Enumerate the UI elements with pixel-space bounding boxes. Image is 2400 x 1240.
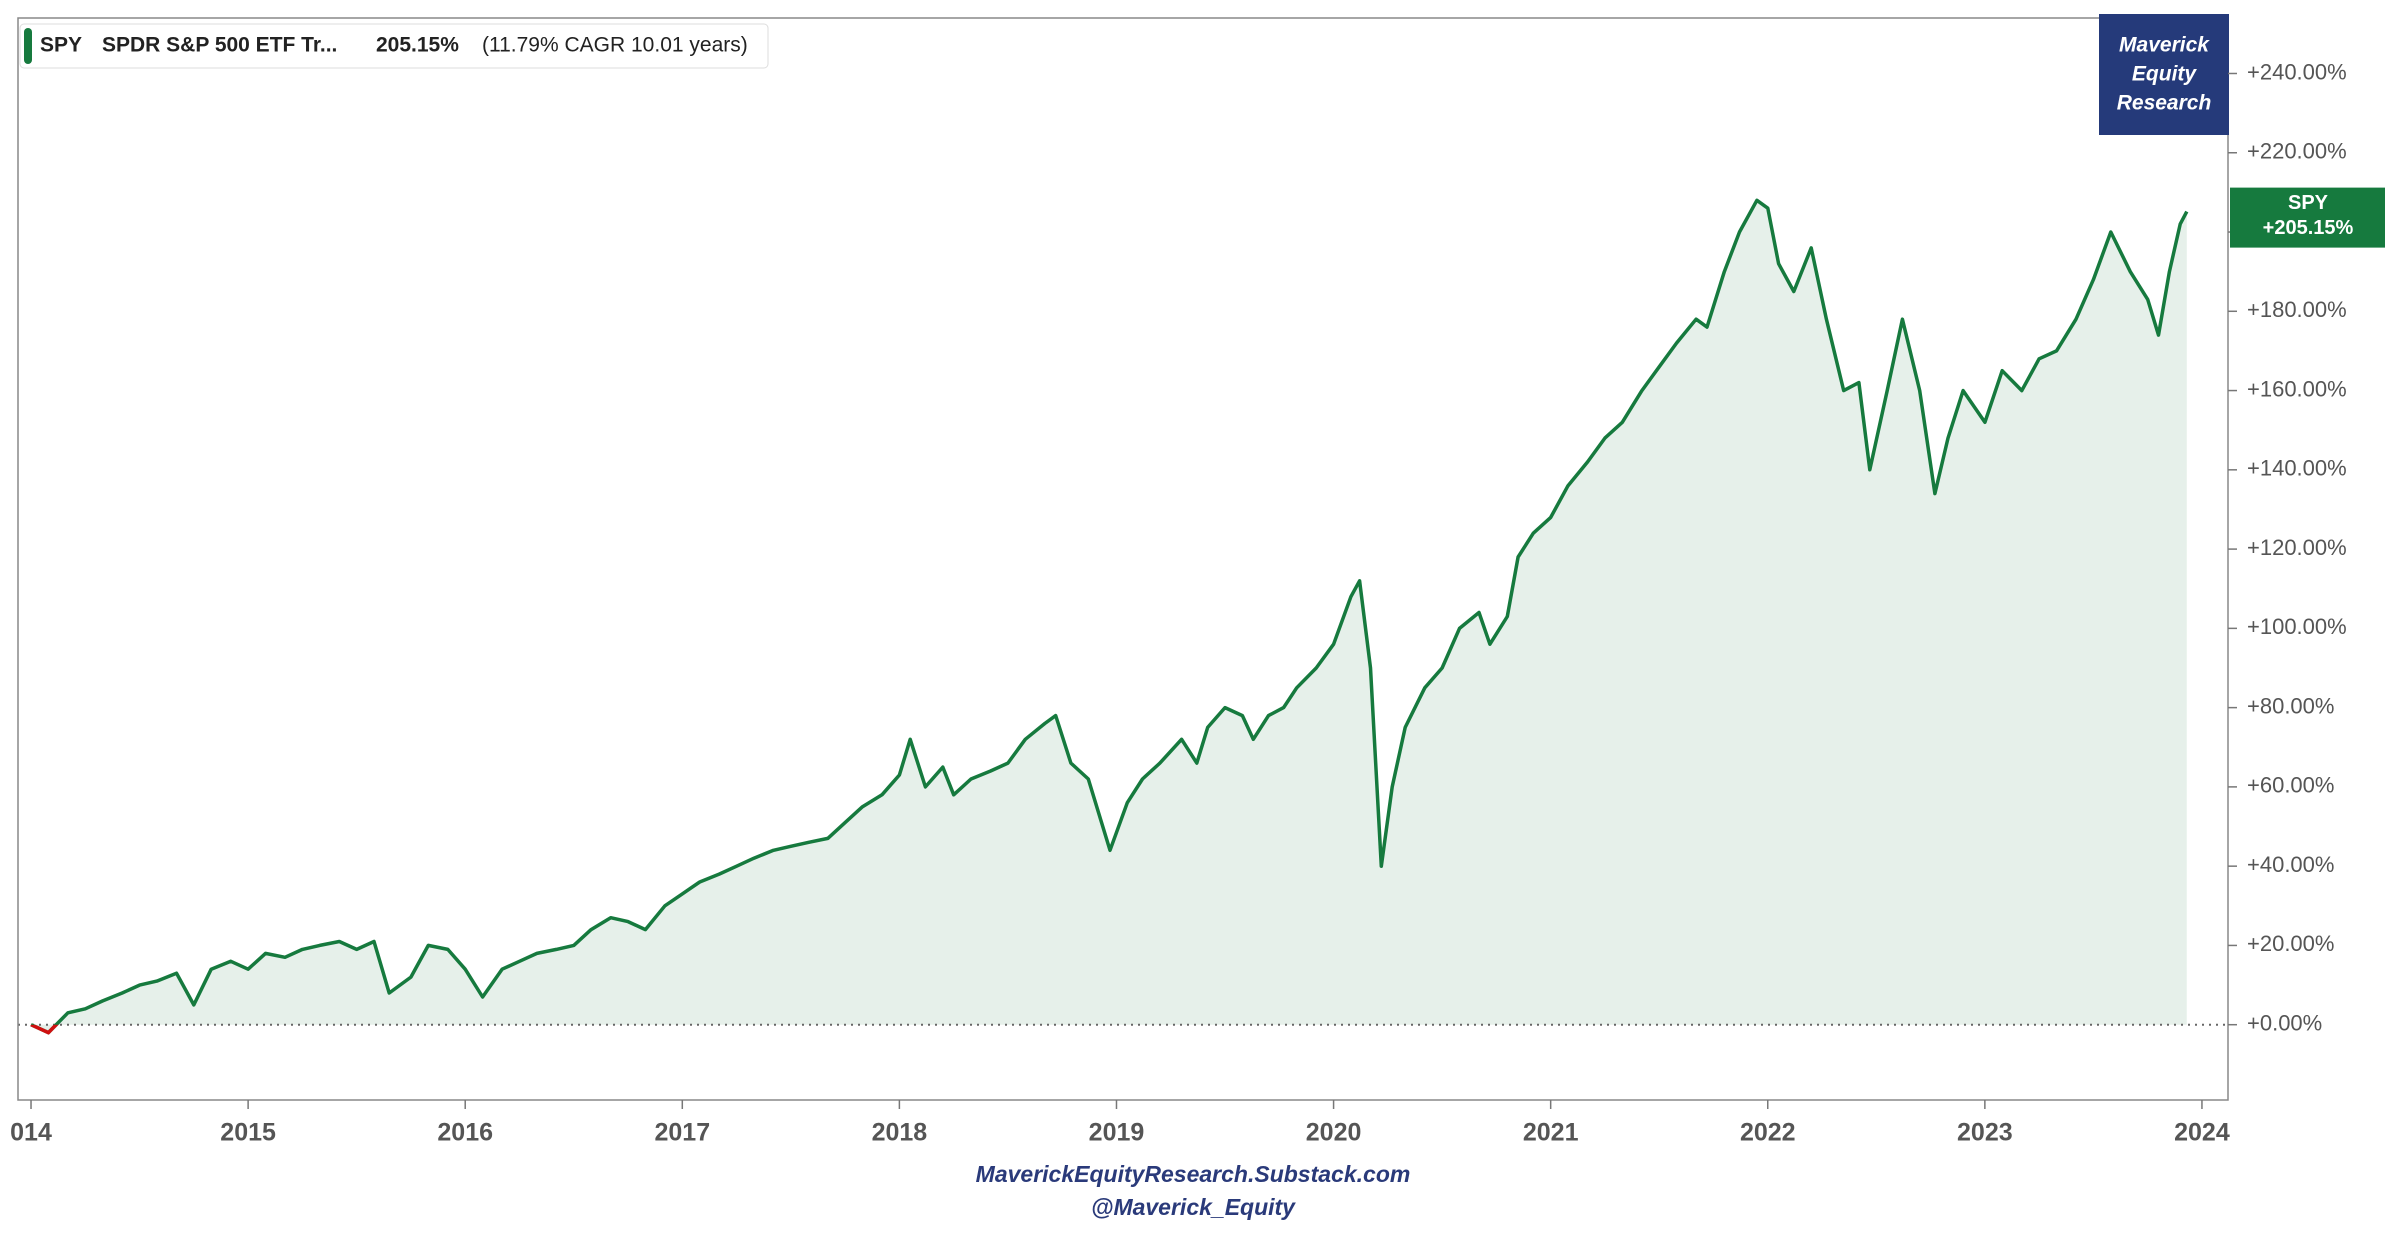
y-tick-label: +240.00%	[2247, 59, 2347, 84]
legend-note: (11.79% CAGR 10.01 years)	[482, 34, 748, 57]
x-tick-label: 2021	[1523, 1119, 1579, 1147]
x-tick-label: 2024	[2174, 1119, 2230, 1147]
logo-text: Equity	[2132, 63, 2197, 86]
y-tick-label: +160.00%	[2247, 376, 2347, 401]
footer-text: MaverickEquityResearch.Substack.com	[976, 1161, 1411, 1187]
x-tick-label: 2020	[1306, 1119, 1362, 1147]
y-tick-label: +220.00%	[2247, 139, 2347, 164]
plot-frame	[17, 17, 2229, 1101]
y-tick-label: +20.00%	[2247, 931, 2334, 956]
legend-symbol: SPY	[40, 34, 82, 57]
x-tick-label: 2018	[872, 1119, 928, 1147]
end-label-box	[2230, 187, 2385, 248]
x-tick-label: 2023	[1957, 1119, 2013, 1147]
x-tick-label: 2022	[1740, 1119, 1796, 1147]
y-tick-label: +0.00%	[2247, 1011, 2322, 1036]
logo-text: Maverick	[2119, 34, 2210, 57]
legend-swatch	[24, 28, 32, 64]
x-tick-label: 2015	[220, 1119, 276, 1147]
area	[31, 200, 2187, 1033]
x-tick-label: 2016	[437, 1119, 493, 1147]
end-label: SPY	[2288, 192, 2329, 214]
y-tick-label: +80.00%	[2247, 693, 2334, 718]
legend-name: SPDR S&P 500 ETF Tr...	[102, 34, 337, 57]
y-tick-label: +180.00%	[2247, 297, 2347, 322]
plot	[18, 198, 2228, 1035]
logo: Maverick Equity Research	[2099, 14, 2229, 135]
logo-box	[2099, 14, 2229, 135]
footer-text: @Maverick_Equity	[1091, 1194, 1296, 1220]
end-label: +205.15%	[2263, 217, 2354, 239]
x-tick-label: 2017	[654, 1119, 710, 1147]
x-tick-label: 2019	[1089, 1119, 1145, 1147]
x-tick-label: 014	[10, 1119, 52, 1147]
y-tick-label: +100.00%	[2247, 614, 2347, 639]
y-tick-label: +40.00%	[2247, 852, 2334, 877]
y-tick-label: +60.00%	[2247, 773, 2334, 798]
legend-value: 205.15%	[376, 34, 459, 57]
y-tick-label: +120.00%	[2247, 535, 2347, 560]
logo-text: Research	[2117, 92, 2212, 115]
legend: SPY SPDR S&P 500 ETF Tr... 205.15% (11.7…	[19, 23, 769, 69]
y-tick-label: +140.00%	[2247, 456, 2347, 481]
line	[30, 198, 2189, 1035]
legend-box	[19, 23, 769, 69]
